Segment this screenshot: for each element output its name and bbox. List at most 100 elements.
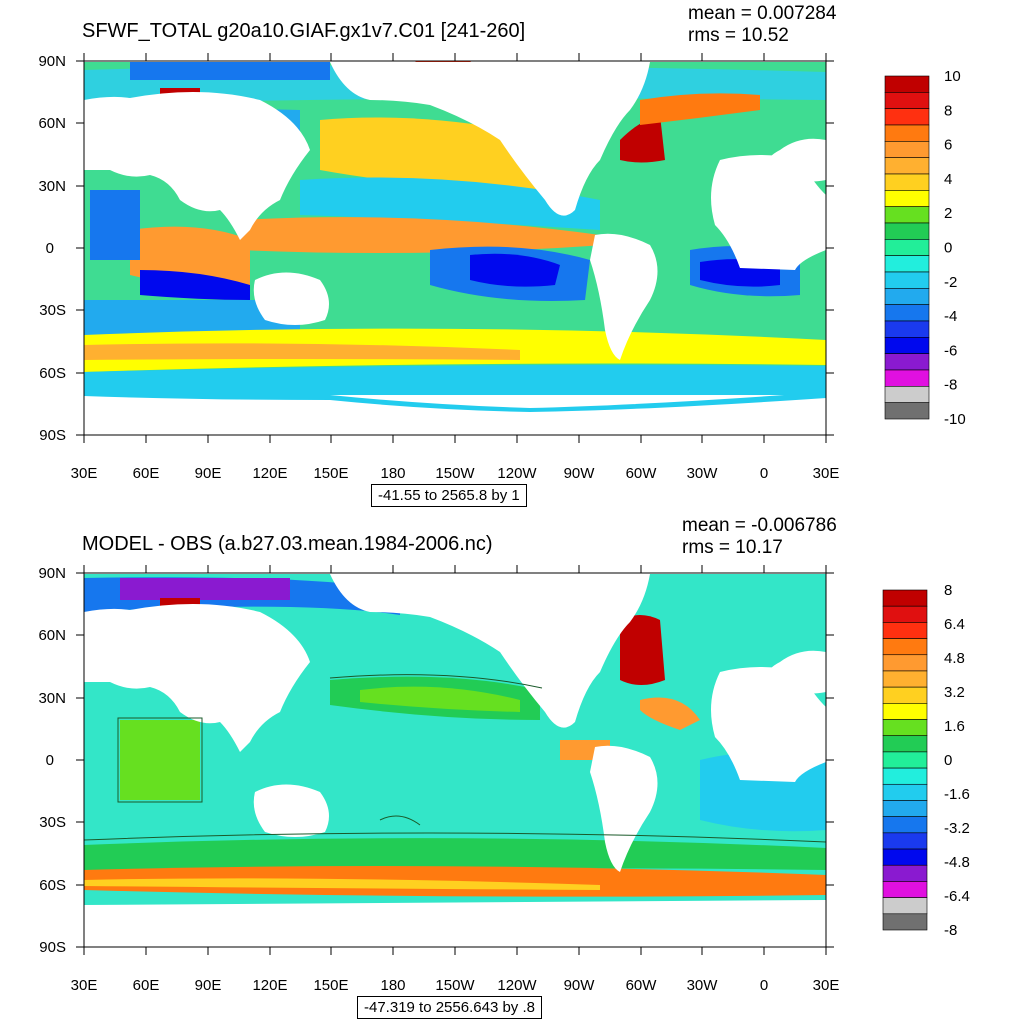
colorbar-label: 8 (944, 582, 952, 599)
panel1-lon-label: 120E (252, 465, 287, 482)
panel2-lon-label: 120E (252, 977, 287, 994)
panel1-lon-label: 30W (687, 465, 719, 482)
panel2-lon-label: 30E (71, 977, 98, 994)
panel1-lon-label: 150W (435, 465, 475, 482)
panel1-land-africa (711, 155, 826, 270)
colorbar-swatch (882, 881, 928, 898)
colorbar-label: -4 (944, 308, 957, 325)
panel1-lat-label: 30S (39, 302, 66, 319)
panel1-lat-label: 90S (39, 427, 66, 444)
colorbar-swatch (882, 589, 928, 607)
panel2-lon-label: 30E (813, 977, 840, 994)
colorbar-label: 3.2 (944, 684, 965, 701)
panel2-info-box: -47.319 to 2556.643 by .8 (357, 996, 542, 1019)
panel2-colorbar: 8 6.4 4.8 3.2 1.6 0 -1.6 -3.2 -4.8 -6.4 -8 (882, 582, 970, 939)
panel1-lat-label: 0 (46, 240, 54, 257)
colorbar-swatch (882, 622, 928, 639)
panel1-lon-label: 90E (195, 465, 222, 482)
panel2-lon-label: 60E (133, 977, 160, 994)
panel1-lon-label: 60W (626, 465, 658, 482)
panel1-lon-label: 180 (380, 465, 405, 482)
panel1-lon-label: 30E (71, 465, 98, 482)
panel2-land-australia (253, 784, 329, 837)
colorbar-label: 4 (944, 171, 952, 188)
colorbar-swatch (882, 767, 928, 785)
panel1-lon-label: 0 (760, 465, 768, 482)
colorbar-label: 6 (944, 137, 952, 154)
panel2-lon-label: 150E (313, 977, 348, 994)
panel2-land-eurasia (84, 574, 826, 752)
colorbar-label: 2 (944, 205, 952, 222)
panel2-land-south-america (590, 745, 658, 872)
panel1-lon-label: 120W (497, 465, 537, 482)
panel2-lon-label: 90E (195, 977, 222, 994)
colorbar-label: -1.6 (944, 786, 970, 803)
colorbar-label: -8 (944, 922, 957, 939)
panel2-lon-label: 150W (435, 977, 475, 994)
colorbar-swatch (882, 800, 928, 817)
colorbar-label: -10 (944, 411, 966, 428)
panel2-lat-label: 60S (39, 877, 66, 894)
colorbar-swatch (882, 605, 928, 623)
colorbar-swatch (882, 670, 928, 688)
colorbar-label: -6 (944, 342, 957, 359)
panel1-land-south-america (590, 233, 658, 360)
panel2-lon-label: 180 (380, 977, 405, 994)
colorbar-label: -4.8 (944, 854, 970, 871)
colorbar-swatch (884, 402, 930, 420)
panel1-lat-label: 60S (39, 365, 66, 382)
panel2-land-north-america (330, 574, 650, 728)
colorbar-swatch (882, 719, 928, 737)
colorbar-swatch (882, 735, 928, 753)
panel2-lon-label: 60W (626, 977, 658, 994)
colorbar-label: -6.4 (944, 888, 970, 905)
colorbar-swatch (882, 703, 928, 720)
colorbar-swatch (882, 638, 928, 656)
panel2-rms: rms = 10.17 (682, 537, 783, 558)
panel1-lon-label: 30E (813, 465, 840, 482)
panel1-lat-label: 60N (38, 115, 66, 132)
panel1-lat-label: 30N (38, 178, 66, 195)
panel1-mean: mean = 0.007284 (688, 3, 837, 24)
colorbar-swatch (882, 783, 928, 801)
panel2-lon-label: 120W (497, 977, 537, 994)
panel2-lat-label: 90S (39, 939, 66, 956)
panel1-lon-label: 90W (564, 465, 596, 482)
panel2-title: MODEL - OBS (a.b27.03.mean.1984-2006.nc) (82, 533, 493, 555)
panel1-map: 90N 60N 30N 0 30S 60S 90S 30E 60E 90E 12… (38, 53, 966, 482)
colorbar-swatch (882, 686, 928, 704)
colorbar-swatch (882, 654, 928, 672)
panel2-lat-label: 90N (38, 565, 66, 582)
panel1-rms: rms = 10.52 (688, 25, 789, 46)
colorbar-label: -2 (944, 274, 957, 291)
panel2-lat-label: 60N (38, 627, 66, 644)
colorbar-swatch (882, 816, 928, 834)
colorbar-label: -8 (944, 377, 957, 394)
panel1-lat-label: 90N (38, 53, 66, 70)
colorbar-swatch (882, 897, 928, 915)
colorbar-swatch (882, 832, 928, 850)
panel1-colorbar: 10 8 6 4 2 0 -2 -4 -6 -8 -10 (884, 68, 966, 428)
colorbar-swatch (882, 913, 928, 931)
colorbar-label: -3.2 (944, 820, 970, 837)
panel1-land-north-america (330, 62, 650, 216)
colorbar-swatch (882, 848, 928, 866)
colorbar-label: 0 (944, 752, 952, 769)
panel1-lon-label: 150E (313, 465, 348, 482)
colorbar-label: 10 (944, 68, 961, 85)
panel1-title: SFWF_TOTAL g20a10.GIAF.gx1v7.C01 [241-26… (82, 20, 526, 42)
panel2-lat-label: 30N (38, 690, 66, 707)
panel2-mean: mean = -0.006786 (682, 515, 837, 536)
panel2-land-antarctica (84, 900, 826, 947)
colorbar-label: 4.8 (944, 650, 965, 667)
panel1-info-box: -41.55 to 2565.8 by 1 (371, 484, 527, 507)
panel1-land-australia (253, 272, 329, 325)
colorbar-label: 0 (944, 240, 952, 257)
panel2-lat-label: 30S (39, 814, 66, 831)
colorbar-swatch (882, 864, 928, 882)
panel2-lon-label: 90W (564, 977, 596, 994)
panel2-land-africa (711, 667, 826, 782)
panel1-land-eurasia (84, 62, 826, 240)
colorbar-label: 1.6 (944, 718, 965, 735)
